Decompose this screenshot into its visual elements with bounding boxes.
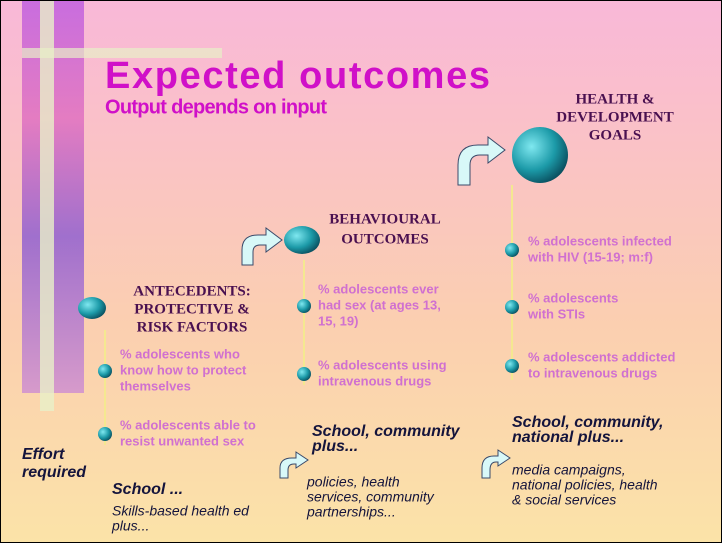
title: Expected outcomes	[105, 55, 490, 97]
antecedent-sphere	[78, 297, 106, 319]
indicator: 15, 19)	[318, 313, 358, 328]
column-heading: GOALS	[589, 127, 642, 143]
indicator: resist unwanted sex	[120, 433, 245, 448]
effort-detail: partnerships...	[306, 504, 396, 520]
effort-detail: policies, health	[306, 474, 400, 490]
column-heading: HEALTH &	[575, 91, 654, 107]
indicator: % adolescents able to	[120, 417, 256, 432]
indicator: % adolescents addicted	[528, 349, 675, 364]
indicator: with STIs	[527, 306, 585, 321]
decor-bar	[22, 48, 222, 58]
column-heading: OUTCOMES	[341, 231, 429, 247]
goal-sphere	[512, 127, 568, 183]
column-heading: PROTECTIVE &	[134, 301, 249, 317]
indicator: % adolescents who	[120, 346, 240, 361]
indicator: % adolescents ever	[318, 281, 439, 296]
subtitle: Output depends on input	[105, 96, 327, 118]
bullet	[505, 300, 519, 314]
effort-detail: Skills-based health ed	[112, 503, 250, 519]
bullet	[505, 243, 519, 257]
indicator: had sex (at ages 13,	[318, 297, 441, 312]
column-heading: ANTECEDENTS:	[133, 283, 251, 299]
bullet	[297, 367, 311, 381]
effort-label: required	[22, 464, 87, 481]
effort-level: plus...	[311, 438, 358, 455]
bullet	[98, 364, 112, 378]
effort-detail: services, community	[307, 489, 435, 505]
effort-level: School, community	[312, 423, 461, 440]
effort-detail: national policies, health	[512, 477, 658, 493]
indicator: % adolescents infected	[528, 233, 672, 248]
effort-detail: media campaigns,	[512, 462, 626, 478]
column-heading: BEHAVIOURAL	[329, 211, 440, 227]
effort-detail: & social services	[512, 492, 616, 508]
indicator: to intravenous drugs	[528, 365, 657, 380]
arrows	[241, 135, 511, 479]
effort-detail: plus...	[111, 518, 149, 534]
decor-bar	[40, 1, 54, 411]
effort-level: School, community,	[512, 414, 663, 431]
bullet	[505, 359, 519, 373]
effort-level: School ...	[112, 481, 183, 498]
indicator: with HIV (15-19; m:f)	[527, 249, 653, 264]
bullet	[297, 299, 311, 313]
column-heading: DEVELOPMENT	[556, 109, 674, 125]
bullet	[98, 427, 112, 441]
guides	[104, 185, 513, 445]
indicator: know how to protect	[120, 362, 247, 377]
outcome-sphere	[284, 226, 320, 254]
indicator: % adolescents	[528, 290, 618, 305]
indicator: themselves	[120, 378, 191, 393]
indicator: intravenous drugs	[318, 373, 431, 388]
column-heading: RISK FACTORS	[137, 319, 248, 335]
effort-level: national plus...	[512, 429, 624, 446]
indicator: % adolescents using	[318, 357, 447, 372]
effort-label: Effort	[22, 446, 65, 463]
